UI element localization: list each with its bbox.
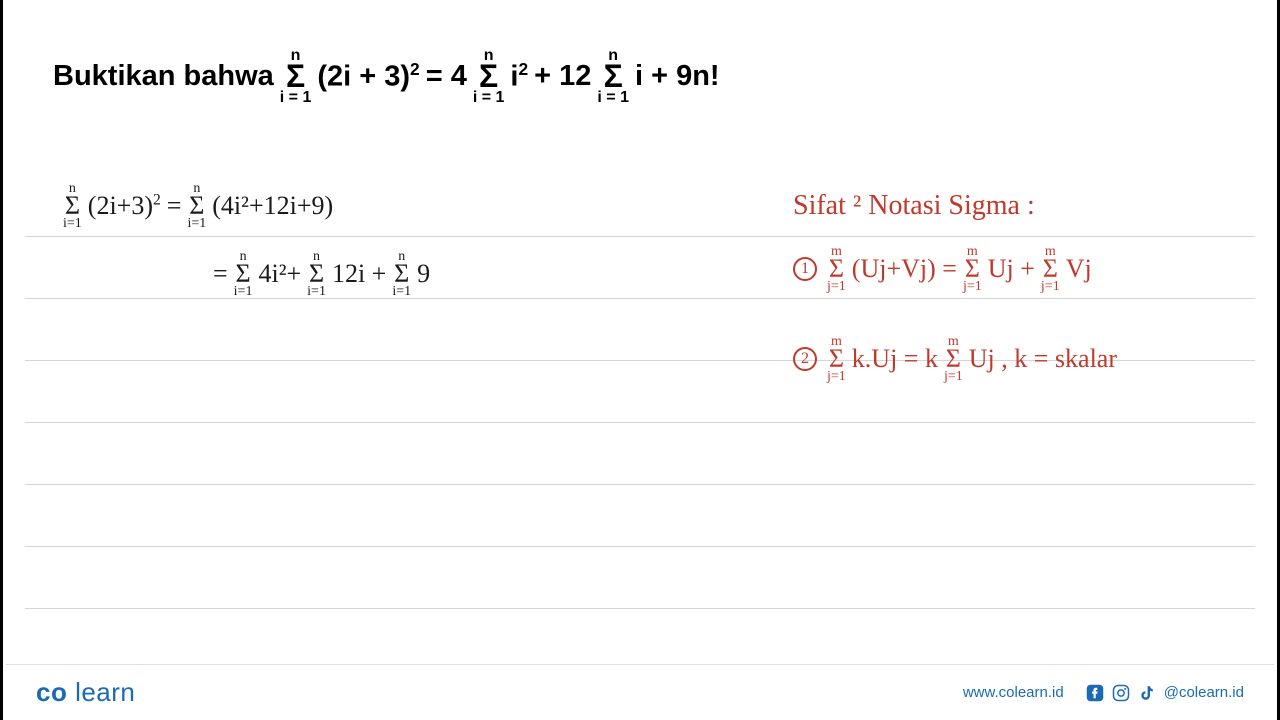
sum-icon: m Σ j=1 [827,335,846,384]
equals-4: = 4 [426,60,467,93]
work-line-1: n Σ i=1 (2i+3)2 = n Σ i=1 (4i²+12i+9) [63,182,333,231]
footer-url[interactable]: www.colearn.id [963,684,1064,701]
tiktok-icon[interactable] [1138,684,1156,702]
rule-line [25,609,1255,671]
sum-icon: n Σ i=1 [187,182,206,231]
note-1: 1 m Σ j=1 (Uj+Vj) = m Σ j=1 Uj + m Σ j=1… [793,245,1092,294]
expr-3: i + 9n! [635,60,720,93]
note-2: 2 m Σ j=1 k.Uj = k m Σ j=1 Uj , k = skal… [793,335,1117,384]
sum-icon: n Σ i=1 [63,182,82,231]
sum-symbol-2: n Σ i = 1 [473,48,505,106]
brand-logo: co learn [36,677,135,708]
plus-12: + 12 [534,60,591,93]
footer-links: www.colearn.id @colearn.id [963,684,1244,702]
title-prefix: Buktikan bahwa [53,60,274,93]
sum-icon: n Σ i=1 [392,250,411,299]
page: Buktikan bahwa n Σ i = 1 (2i + 3)2 = 4 n… [0,0,1280,720]
rule-line [25,547,1255,609]
rule-line [25,423,1255,485]
social-icons: @colearn.id [1086,684,1244,702]
rule-line [25,485,1255,547]
facebook-icon[interactable] [1086,684,1104,702]
sum-icon: n Σ i=1 [234,250,253,299]
expr-1: (2i + 3)2 [317,59,419,94]
work-line-2: = n Σ i=1 4i²+ n Σ i=1 12i + n Σ i=1 9 [213,250,430,299]
sum-icon: m Σ j=1 [1041,245,1060,294]
footer: co learn www.colearn.id @colearn.id [6,664,1274,720]
notes-heading: Sifat ² Notasi Sigma : [793,190,1035,222]
sum-icon: n Σ i=1 [307,250,326,299]
problem-title: Buktikan bahwa n Σ i = 1 (2i + 3)2 = 4 n… [53,48,720,106]
sum-icon: m Σ j=1 [944,335,963,384]
sum-symbol-3: n Σ i = 1 [597,48,629,106]
sum-icon: m Σ j=1 [963,245,982,294]
footer-handle[interactable]: @colearn.id [1164,684,1244,701]
circled-number-icon: 1 [793,257,817,281]
instagram-icon[interactable] [1112,684,1130,702]
sum-icon: m Σ j=1 [827,245,846,294]
circled-number-icon: 2 [793,347,817,371]
expr-2: i2 [510,59,528,94]
sum-symbol-1: n Σ i = 1 [280,48,312,106]
